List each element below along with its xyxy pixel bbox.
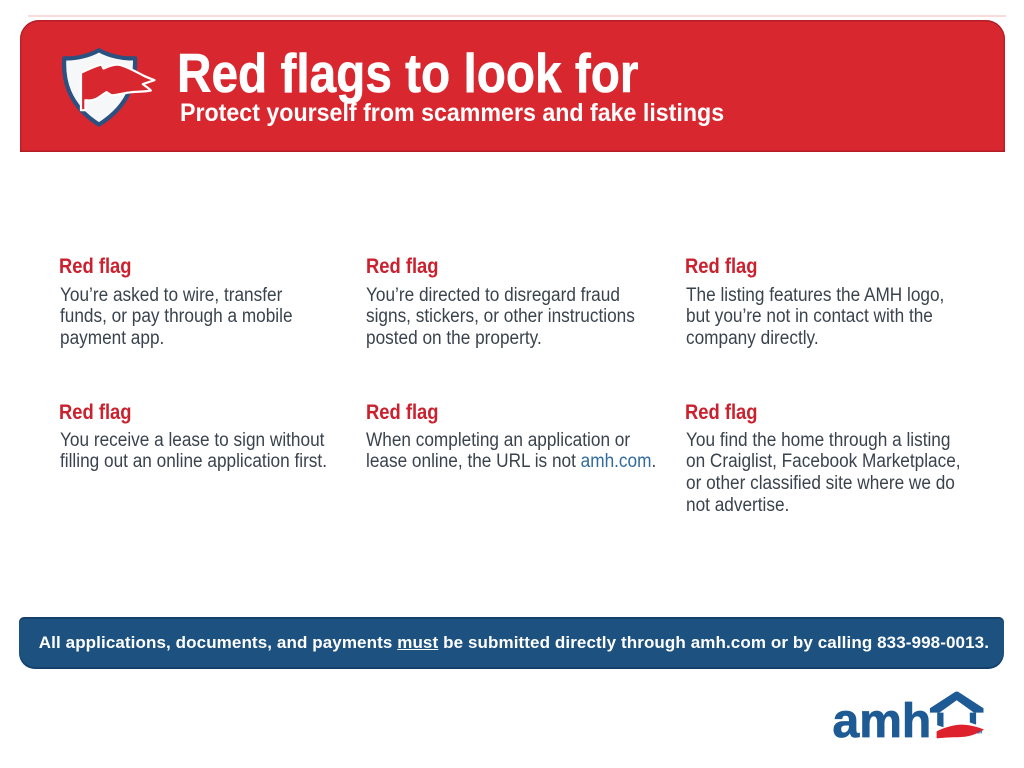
svg-text:SM: SM <box>977 731 982 735</box>
